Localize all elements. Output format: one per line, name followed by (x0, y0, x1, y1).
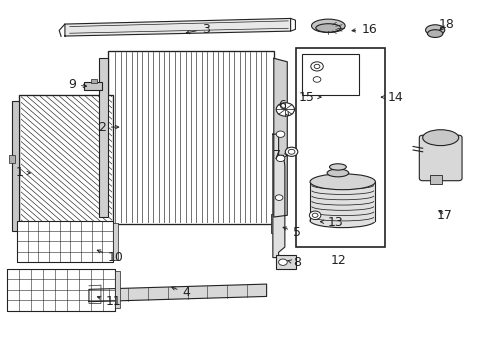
Ellipse shape (310, 213, 375, 228)
Bar (430, 175, 442, 184)
Bar (99, 58, 108, 217)
Circle shape (311, 62, 323, 71)
Bar (19, 95, 113, 237)
Circle shape (312, 213, 318, 217)
Bar (108, 51, 274, 224)
Bar (17, 221, 113, 262)
Polygon shape (274, 58, 287, 217)
Text: 13: 13 (320, 216, 343, 229)
Text: 3: 3 (186, 23, 210, 36)
Ellipse shape (310, 174, 375, 190)
Text: 17: 17 (437, 209, 453, 222)
Bar (12, 100, 19, 231)
Text: 2: 2 (98, 121, 119, 134)
Bar (7, 269, 115, 311)
Bar (91, 79, 97, 83)
Bar (271, 213, 282, 233)
FancyBboxPatch shape (419, 135, 462, 181)
Text: 4: 4 (172, 287, 191, 300)
Bar (113, 222, 118, 260)
Text: 12: 12 (331, 254, 346, 267)
Polygon shape (89, 284, 267, 302)
Text: 14: 14 (381, 91, 403, 104)
Polygon shape (273, 134, 285, 258)
Ellipse shape (425, 25, 445, 35)
Text: 18: 18 (439, 18, 454, 31)
Circle shape (279, 259, 287, 265)
Circle shape (314, 64, 320, 68)
Bar (310, 182, 375, 222)
Text: 9: 9 (68, 78, 87, 91)
Circle shape (276, 131, 285, 138)
Bar (84, 82, 102, 90)
Ellipse shape (427, 30, 443, 37)
Ellipse shape (316, 24, 341, 32)
Ellipse shape (312, 19, 345, 32)
Circle shape (275, 195, 283, 201)
Text: 5: 5 (283, 226, 301, 239)
Text: 1: 1 (15, 166, 30, 179)
Bar (302, 54, 359, 95)
Circle shape (285, 147, 298, 156)
Bar (9, 154, 15, 163)
Bar (276, 256, 296, 269)
Circle shape (309, 211, 321, 220)
Polygon shape (65, 18, 291, 36)
Ellipse shape (327, 169, 349, 177)
Text: 16: 16 (352, 23, 377, 36)
Bar (296, 48, 385, 247)
Bar (115, 271, 120, 309)
Ellipse shape (423, 130, 459, 145)
Text: 6: 6 (278, 99, 289, 116)
Circle shape (276, 155, 285, 162)
Ellipse shape (329, 164, 346, 170)
Text: 15: 15 (299, 91, 321, 104)
Circle shape (288, 149, 295, 154)
Text: 7: 7 (272, 149, 288, 162)
Text: 8: 8 (288, 256, 301, 269)
Circle shape (276, 103, 294, 116)
Text: 10: 10 (97, 250, 124, 264)
Text: 11: 11 (98, 295, 122, 308)
Circle shape (313, 77, 321, 82)
